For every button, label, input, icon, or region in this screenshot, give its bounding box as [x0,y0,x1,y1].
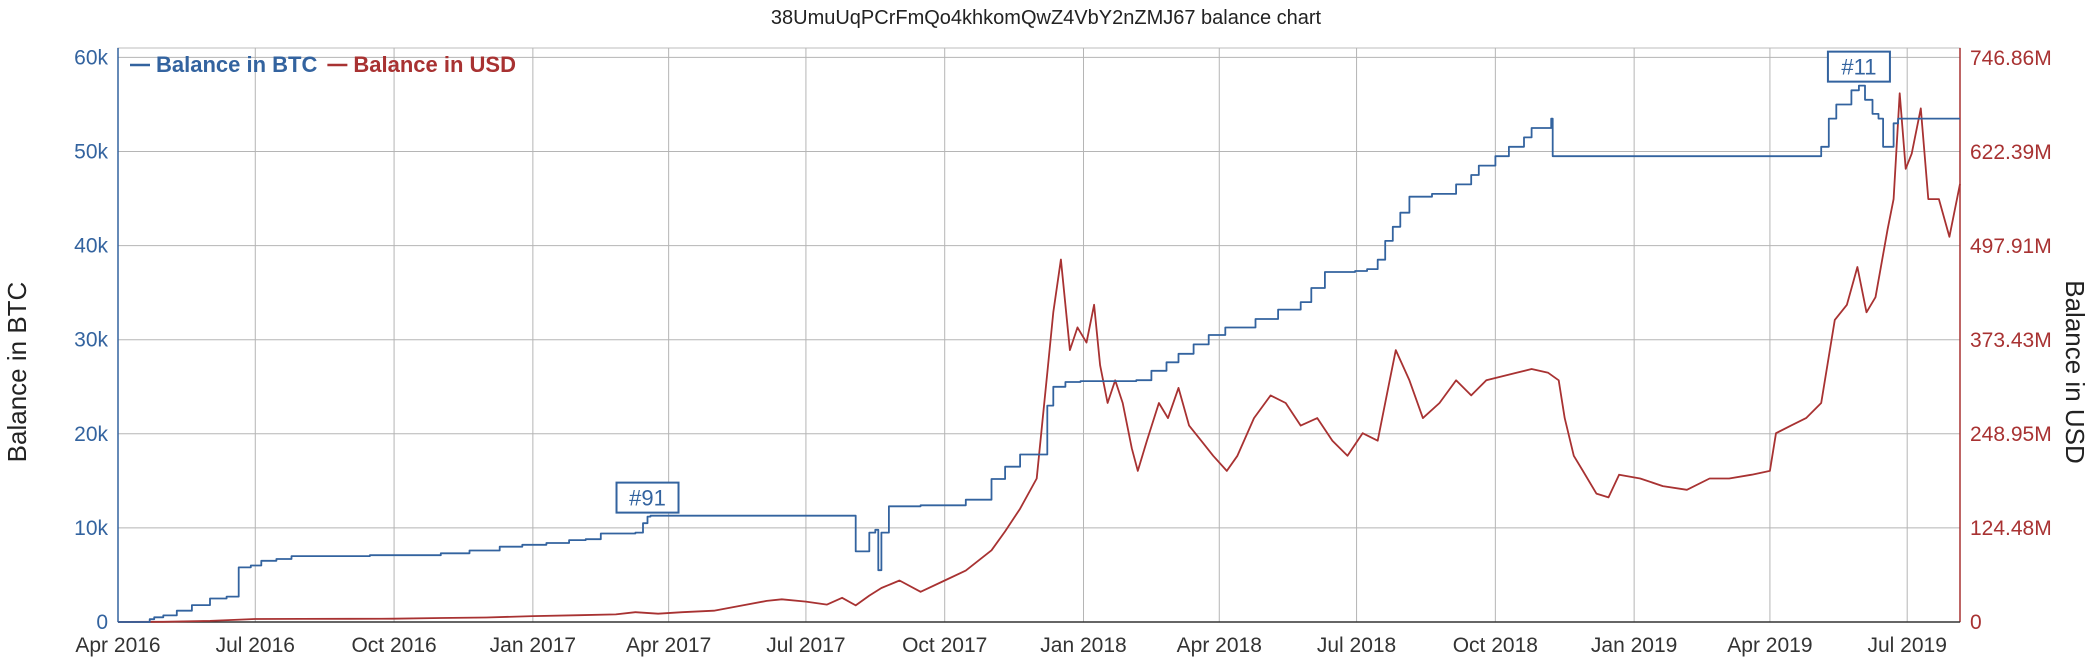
series-layer [117,84,1961,623]
right-tick-label: 124.48M [1970,517,2052,540]
left-tick-label: 30k [74,329,108,352]
left-axis-ticks: 0 10k 20k 30k 40k 50k 60k [74,46,108,634]
annotation-layer: #91 #11 [615,50,1891,514]
annotation: #91 [615,481,680,514]
x-tick-label: Apr 2017 [626,634,711,657]
x-tick-label: Jan 2017 [490,634,576,657]
right-tick-label: 373.43M [1970,329,2052,352]
left-tick-label: 60k [74,46,108,69]
x-tick-label: Oct 2016 [351,634,436,657]
right-tick-label: 746.86M [1970,47,2052,70]
btc-balance-line [118,84,1960,623]
chart-title: 38UmuUqPCrFmQo4khkomQwZ4VbY2nZMJ67 balan… [771,7,1322,29]
right-axis-ticks: 0 124.48M 248.95M 373.43M 497.91M 622.39M 746.… [1970,47,2052,634]
x-tick-label: Jul 2017 [766,634,845,657]
left-tick-label: 0 [96,611,108,634]
left-tick-label: 50k [74,141,108,164]
right-tick-label: 622.39M [1970,141,2052,164]
annotation-box [615,481,680,514]
legend-label: Balance in USD [353,52,516,77]
grid-lines [117,47,1961,623]
x-tick-label: Oct 2017 [902,634,987,657]
right-tick-label: 497.91M [1970,235,2052,258]
legend-item-btc: Balance in BTC [130,52,317,77]
x-tick-label: Jul 2018 [1317,634,1396,657]
annotation-label: #91 [629,486,666,511]
legend: Balance in BTC Balance in USD [130,52,516,77]
legend-item-usd: Balance in USD [327,52,516,77]
x-axis-ticks: Apr 2016 Jul 2016 Oct 2016 Jan 2017 Apr 2017… [75,634,1947,657]
x-tick-label: Jul 2019 [1867,634,1946,657]
annotation: #11 [1826,50,1891,83]
x-tick-label: Apr 2016 [75,634,160,657]
right-axis-title: Balance in USD [2060,280,2090,464]
annotation-label: #11 [1841,55,1876,80]
annotation-box [1826,50,1891,83]
usd-balance-line [117,92,1961,623]
left-tick-label: 10k [74,517,108,540]
right-tick-label: 248.95M [1970,423,2052,446]
left-tick-label: 20k [74,423,108,446]
x-tick-label: Jul 2016 [216,634,295,657]
x-tick-label: Oct 2018 [1453,634,1538,657]
x-tick-label: Apr 2018 [1177,634,1262,657]
right-tick-label: 0 [1970,611,1982,634]
x-tick-label: Jan 2018 [1040,634,1126,657]
x-tick-label: Apr 2019 [1727,634,1812,657]
legend-label: Balance in BTC [156,52,317,77]
x-tick-label: Jan 2019 [1591,634,1677,657]
left-axis-title: Balance in BTC [2,282,32,463]
left-tick-label: 40k [74,235,108,258]
